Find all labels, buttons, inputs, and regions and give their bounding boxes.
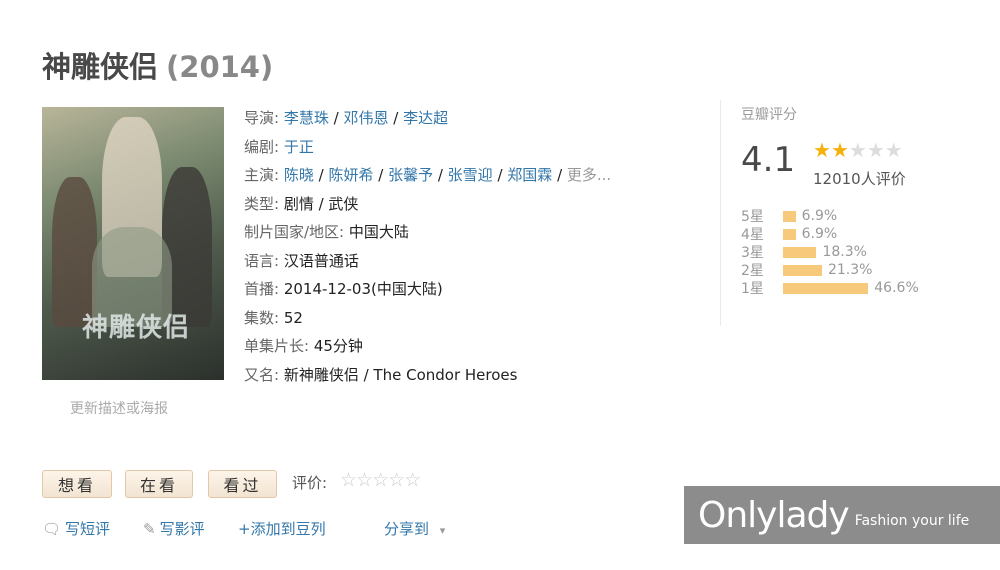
rating-distribution: 5星 6.9% 4星 6.9% 3星 18.3% 2星 21.3% 1星 46.6% [741, 207, 919, 297]
star-level-label: 2星 [741, 263, 764, 279]
genre-value: 剧情 / 武侠 [283, 194, 359, 213]
add-to-list-link[interactable]: +添加到豆列 [238, 520, 326, 538]
director-link[interactable]: 李慧珠 [283, 109, 329, 127]
comment-icon: 🗨︎ [42, 520, 62, 538]
poster-title-art: 神雕侠侣 [82, 313, 191, 343]
language-value: 汉语普通话 [283, 251, 359, 270]
watermark-brand: Onlylady [698, 494, 850, 536]
star-level-label: 4星 [741, 227, 764, 243]
rating-bar [783, 264, 822, 276]
rating-percent: 18.3% [822, 244, 867, 260]
star-level-label: 5星 [741, 209, 764, 225]
chevron-down-icon: ▾ [439, 524, 446, 537]
rating-row: 3星 18.3% [741, 243, 919, 261]
country-row: 制片国家/地区: 中国大陆 [244, 218, 611, 247]
premiere-value: 2014-12-03(中国大陆) [283, 280, 443, 298]
label: 主演: [244, 166, 280, 184]
writer-row: 编剧: 于正 [244, 133, 611, 162]
label: 导演: [244, 109, 280, 127]
review-label: 写影评 [159, 520, 205, 538]
rating-row: 5星 6.9% [741, 207, 919, 225]
rating-bar [783, 282, 869, 294]
write-short-review-link[interactable]: 🗨︎ 写短评 [42, 518, 110, 539]
rating-score: 4.1 [741, 140, 796, 180]
rating-row: 2星 21.3% [741, 261, 919, 279]
genre-row: 类型: 剧情 / 武侠 [244, 190, 611, 219]
short-review-label: 写短评 [65, 520, 111, 538]
title-year: (2014) [166, 50, 274, 84]
info-panel: 导演: 李慧珠 / 邓伟恩 / 李达超 编剧: 于正 主演: 陈晓 / 陈妍希 … [244, 104, 611, 389]
star-empty-icon: ★ [866, 138, 885, 162]
rating-stars: ★★★★★ [813, 138, 903, 162]
episodes-value: 52 [283, 308, 303, 327]
watermark-tagline: Fashion your life [854, 513, 970, 529]
rating-percent: 6.9% [801, 226, 838, 242]
episodes-row: 集数: 52 [244, 304, 611, 333]
want-to-watch-button[interactable]: 想看 [42, 470, 112, 498]
rating-row: 1星 46.6% [741, 279, 919, 297]
page-title: 神雕侠侣 (2014) [42, 44, 273, 86]
rating-percent: 21.3% [827, 262, 873, 278]
label: 首播: [244, 280, 280, 298]
director-link[interactable]: 邓伟恩 [343, 109, 389, 127]
rate-label: 评价: [292, 474, 328, 492]
watermark-logo: Onlylady Fashion your life [684, 486, 1000, 544]
more-cast-link[interactable]: 更多... [566, 166, 612, 184]
watching-button[interactable]: 在看 [125, 470, 193, 498]
star-filled-icon: ★ [813, 138, 831, 162]
rating-title: 豆瓣评分 [741, 107, 797, 123]
cast-link[interactable]: 张馨予 [388, 166, 434, 184]
cast-row: 主演: 陈晓 / 陈妍希 / 张馨予 / 张雪迎 / 郑国霖 / 更多... [244, 166, 612, 184]
star-empty-icon: ★ [848, 138, 867, 162]
rating-row: 4星 6.9% [741, 225, 919, 243]
rating-panel: 豆瓣评分 4.1 ★★★★★ 12010人评价 5星 6.9% 4星 6.9% 3星 18… [720, 100, 940, 326]
label: 单集片长: [244, 337, 310, 355]
rating-bar [783, 210, 796, 222]
write-review-link[interactable]: ✎ 写影评 [143, 518, 205, 539]
rate-stars-input[interactable]: ☆☆☆☆☆ [340, 469, 421, 491]
label: 类型: [244, 194, 280, 213]
cast-link[interactable]: 张雪迎 [447, 166, 493, 184]
country-value: 中国大陆 [348, 223, 409, 241]
poster-image[interactable]: 神雕侠侣 [42, 107, 224, 380]
star-level-label: 1星 [741, 281, 764, 297]
rating-percent: 6.9% [801, 208, 838, 224]
language-row: 语言: 汉语普通话 [244, 247, 611, 276]
cast-link[interactable]: 陈妍希 [328, 166, 374, 184]
pencil-icon: ✎ [143, 520, 156, 538]
aka-row: 又名: 新神雕侠侣 / The Condor Heroes [244, 361, 611, 390]
runtime-value: 45分钟 [313, 337, 363, 355]
watched-button[interactable]: 看过 [208, 470, 277, 498]
premiere-row: 首播: 2014-12-03(中国大陆) [244, 275, 611, 304]
rating-percent: 46.6% [874, 280, 919, 296]
writer-link[interactable]: 于正 [283, 137, 314, 156]
director-link[interactable]: 李达超 [403, 109, 449, 127]
star-filled-icon: ★ [830, 138, 849, 162]
votes-link[interactable]: 12010人评价 [813, 170, 906, 188]
update-poster-link[interactable]: 更新描述或海报 [70, 401, 168, 417]
label: 又名: [244, 365, 280, 384]
label: 集数: [244, 308, 280, 327]
star-empty-icon: ★ [884, 138, 903, 162]
cast-link[interactable]: 郑国霖 [507, 166, 553, 184]
share-dropdown[interactable]: 分享到 ▾ [384, 518, 449, 539]
label: 语言: [244, 251, 280, 270]
label: 编剧: [244, 137, 280, 156]
aka-value: 新神雕侠侣 / The Condor Heroes [283, 365, 518, 384]
rating-bar [783, 228, 796, 240]
title-name: 神雕侠侣 [42, 50, 159, 84]
cast-link[interactable]: 陈晓 [283, 166, 314, 184]
star-level-label: 3星 [741, 245, 764, 261]
runtime-row: 单集片长: 45分钟 [244, 332, 611, 361]
rating-bar [783, 246, 817, 258]
share-label: 分享到 [384, 520, 430, 538]
director-row: 导演: 李慧珠 / 邓伟恩 / 李达超 [244, 109, 449, 127]
label: 制片国家/地区: [244, 223, 345, 241]
